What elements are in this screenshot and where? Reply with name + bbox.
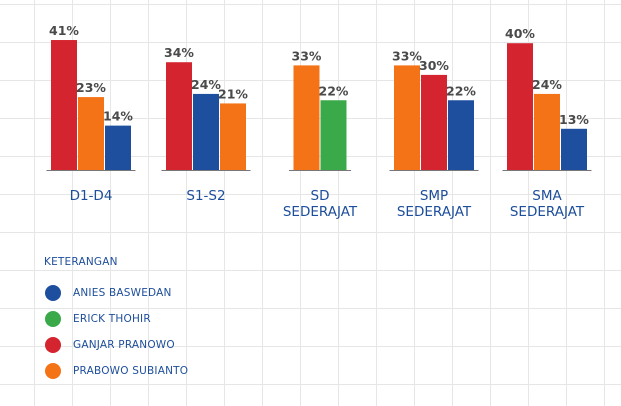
- legend-swatch: [45, 285, 61, 301]
- data-label-smp-sederajat-ganjar-pranowo: 30%: [419, 58, 449, 73]
- category-label-sma-sederajat-line-2: SEDERAJAT: [510, 204, 585, 220]
- category-label-smp-sederajat-line-2: SEDERAJAT: [397, 204, 472, 220]
- bar-smp-sederajat-ganjar-pranowo: [421, 74, 447, 170]
- legend-swatch: [45, 311, 61, 327]
- bar-sma-sederajat-ganjar-pranowo: [507, 43, 533, 171]
- legend: KETERANGAN ANIES BASWEDAN ERICK THOHIR GAN…: [44, 256, 188, 384]
- bar-sma-sederajat-prabowo-subianto: [534, 93, 560, 170]
- data-label-d1-d4-prabowo-subianto: 23%: [76, 80, 106, 95]
- category-label-d1-d4: D1-D4: [70, 188, 113, 204]
- data-label-sma-sederajat-anies-baswedan: 13%: [559, 112, 589, 127]
- category-label-sma-sederajat-line-1: SMA: [532, 188, 562, 204]
- legend-item-prabowo-subianto: PRABOWO SUBIANTO: [44, 358, 188, 384]
- bar-sd-sederajat-prabowo-subianto: [293, 65, 320, 170]
- category-label-s1-s2: S1-S2: [186, 188, 225, 204]
- legend-label: PRABOWO SUBIANTO: [73, 365, 189, 377]
- data-label-sd-sederajat-prabowo-subianto: 33%: [292, 48, 322, 63]
- bar-s1-s2-anies-baswedan: [193, 93, 219, 170]
- data-label-d1-d4-anies-baswedan: 14%: [103, 109, 133, 124]
- data-label-s1-s2-prabowo-subianto: 21%: [218, 86, 248, 101]
- legend-label: ANIES BASWEDAN: [73, 287, 172, 299]
- legend-item-ganjar-pranowo: GANJAR PRANOWO: [44, 332, 188, 358]
- legend-item-anies-baswedan: ANIES BASWEDAN: [44, 280, 188, 306]
- data-label-sma-sederajat-ganjar-pranowo: 40%: [505, 26, 535, 41]
- bar-sd-sederajat-erick-thohir: [320, 100, 347, 170]
- data-label-smp-sederajat-anies-baswedan: 22%: [446, 83, 476, 98]
- data-label-s1-s2-ganjar-pranowo: 34%: [164, 45, 194, 60]
- data-label-d1-d4-ganjar-pranowo: 41%: [49, 23, 79, 38]
- category-label-smp-sederajat-line-1: SMP: [420, 188, 448, 204]
- legend-swatch: [45, 337, 61, 353]
- bar-smp-sederajat-prabowo-subianto: [394, 65, 420, 170]
- legend-label: GANJAR PRANOWO: [73, 339, 175, 351]
- bar-smp-sederajat-anies-baswedan: [448, 100, 474, 170]
- bar-s1-s2-ganjar-pranowo: [166, 62, 192, 170]
- category-label-sd-sederajat-line-2: SEDERAJAT: [283, 204, 358, 220]
- data-label-s1-s2-anies-baswedan: 24%: [191, 77, 221, 92]
- bar-d1-d4-prabowo-subianto: [78, 97, 104, 170]
- bar-s1-s2-prabowo-subianto: [220, 103, 246, 170]
- data-label-smp-sederajat-prabowo-subianto: 33%: [392, 48, 422, 63]
- bar-d1-d4-ganjar-pranowo: [51, 40, 77, 170]
- legend-swatch: [45, 363, 61, 379]
- bar-sma-sederajat-anies-baswedan: [561, 128, 587, 170]
- legend-title: KETERANGAN: [44, 256, 118, 268]
- bar-d1-d4-anies-baswedan: [105, 125, 131, 170]
- data-label-sd-sederajat-erick-thohir: 22%: [319, 83, 349, 98]
- legend-item-erick-thohir: ERICK THOHIR: [44, 306, 188, 332]
- category-label-sd-sederajat-line-1: SD: [311, 188, 330, 204]
- legend-label: ERICK THOHIR: [73, 313, 151, 325]
- data-label-sma-sederajat-prabowo-subianto: 24%: [532, 77, 562, 92]
